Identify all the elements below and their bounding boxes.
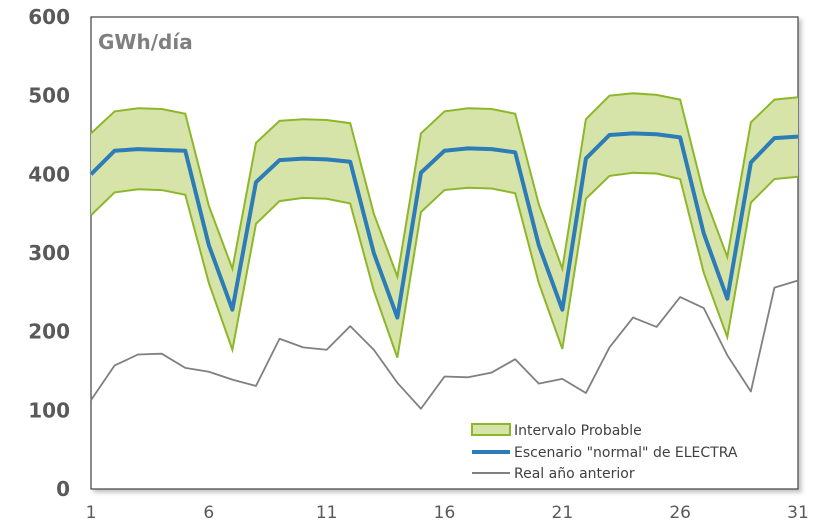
y-tick-label: 600 bbox=[28, 5, 70, 29]
legend-label-real: Real año anterior bbox=[514, 466, 635, 482]
y-tick-label: 400 bbox=[28, 162, 70, 186]
x-tick-label: 26 bbox=[669, 503, 691, 523]
x-tick-label: 11 bbox=[316, 503, 338, 523]
legend-swatch-band bbox=[471, 423, 511, 436]
x-tick-label: 16 bbox=[434, 503, 456, 523]
y-tick-label: 100 bbox=[28, 398, 70, 422]
legend: Intervalo Probable Escenario "normal" de… bbox=[471, 423, 738, 482]
scenario-line bbox=[89, 131, 799, 320]
legend-label-band: Intervalo Probable bbox=[514, 423, 642, 439]
x-tick-label: 1 bbox=[86, 503, 97, 523]
band-lower-line bbox=[90, 171, 799, 358]
series-layer bbox=[89, 131, 799, 410]
y-tick-label: 500 bbox=[28, 84, 70, 108]
y-tick-label: 300 bbox=[28, 241, 70, 265]
plot-area bbox=[90, 16, 799, 490]
x-tick-label: 21 bbox=[552, 503, 574, 523]
real-prev-year-line bbox=[90, 279, 799, 410]
x-tick-label: 31 bbox=[787, 503, 809, 523]
legend-label-scenario: Escenario "normal" de ELECTRA bbox=[514, 445, 738, 461]
unit-label: GWh/día bbox=[98, 30, 193, 54]
y-axis: 0 100 200 300 400 500 600 bbox=[28, 5, 70, 501]
y-tick-label: 200 bbox=[28, 320, 70, 344]
band-upper-line bbox=[90, 92, 799, 281]
x-axis: 1 6 11 16 21 26 31 bbox=[86, 503, 809, 523]
x-tick-label: 6 bbox=[203, 503, 214, 523]
band-fill bbox=[91, 93, 798, 358]
probable-interval-band bbox=[90, 92, 799, 358]
y-tick-label: 0 bbox=[56, 477, 70, 501]
